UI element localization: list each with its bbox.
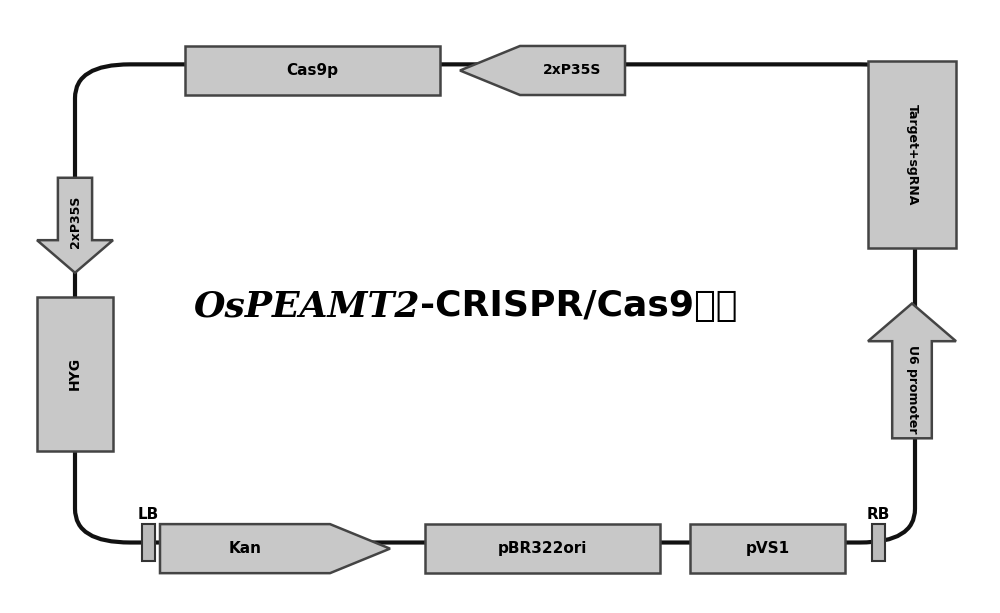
Polygon shape — [868, 303, 956, 438]
Bar — [872, 524, 885, 561]
Text: pBR322ori: pBR322ori — [498, 541, 587, 556]
Text: LB: LB — [137, 508, 159, 522]
Text: HYG: HYG — [68, 357, 82, 390]
Bar — [690, 524, 845, 573]
Polygon shape — [160, 524, 390, 573]
Text: OsPEAMT2: OsPEAMT2 — [194, 289, 420, 324]
Polygon shape — [37, 178, 113, 273]
Text: pVS1: pVS1 — [745, 541, 790, 556]
Bar — [37, 297, 113, 451]
Bar — [185, 46, 440, 95]
Text: RB: RB — [866, 508, 890, 522]
Bar — [425, 524, 660, 573]
Text: -CRISPR/Cas9载体: -CRISPR/Cas9载体 — [420, 289, 737, 324]
Polygon shape — [460, 46, 625, 95]
Text: U6 promoter: U6 promoter — [906, 346, 918, 434]
Bar — [142, 524, 154, 561]
Text: Target+sgRNA: Target+sgRNA — [906, 104, 918, 205]
Text: 2xP35S: 2xP35S — [68, 196, 82, 248]
Text: Cas9p: Cas9p — [287, 63, 338, 78]
Text: Kan: Kan — [228, 541, 262, 556]
Text: 2xP35S: 2xP35S — [543, 64, 602, 77]
Bar — [868, 61, 956, 248]
